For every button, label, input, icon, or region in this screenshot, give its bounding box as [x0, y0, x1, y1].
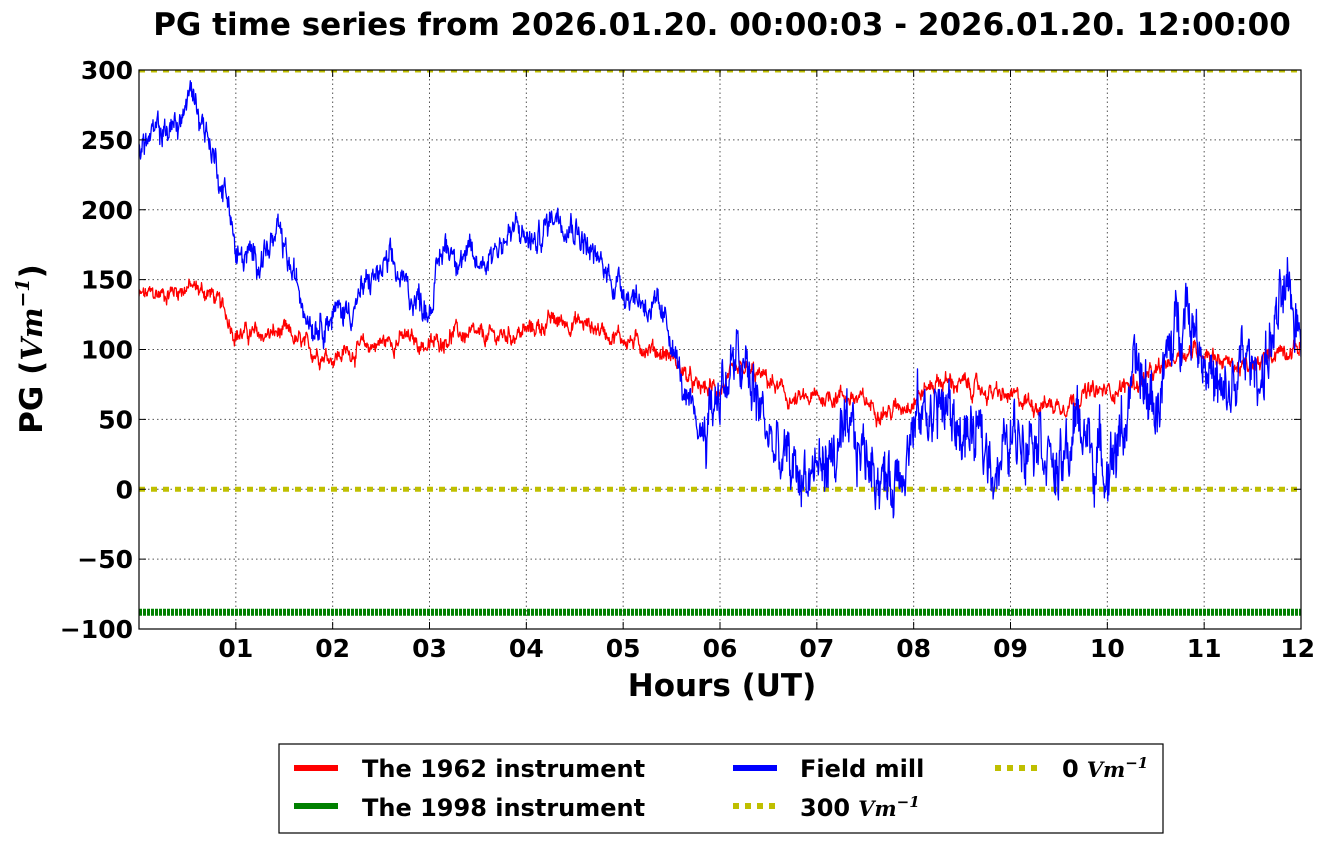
- y-axis: 300 250 200 150 100 50 0 −50 −100: [60, 56, 1301, 644]
- legend-item-field-mill: Field mill: [733, 755, 924, 783]
- series-layer: [139, 70, 1301, 616]
- y-axis-label-suffix: ): [14, 264, 50, 278]
- x-tick-label: 05: [606, 634, 641, 663]
- x-tick-label: 03: [412, 634, 447, 663]
- y-axis-label-prefix: PG (: [14, 361, 50, 434]
- x-tick-label: 11: [1187, 634, 1222, 663]
- legend-label-1962: The 1962 instrument: [362, 755, 645, 783]
- y-tick-label: 50: [98, 405, 133, 434]
- y-tick-label: −100: [60, 615, 133, 644]
- legend-label-0: 0 Vm−1: [1062, 754, 1148, 783]
- legend-box: [278, 743, 1164, 834]
- series-the-1962-instrument: [139, 278, 1301, 428]
- x-tick-label: 09: [993, 634, 1028, 663]
- y-tick-label: 300: [81, 56, 133, 85]
- y-axis-label: PG (Vm−1): [12, 264, 50, 434]
- y-tick-label: 200: [81, 196, 133, 225]
- x-tick-label: 02: [315, 634, 350, 663]
- legend-item-1998: The 1998 instrument: [294, 794, 645, 822]
- x-tick-label: 10: [1090, 634, 1125, 663]
- legend-label-300: 300 Vm−1: [800, 793, 920, 822]
- chart-title: PG time series from 2026.01.20. 00:00:03…: [153, 7, 1291, 43]
- x-tick-label: 01: [218, 634, 253, 663]
- y-tick-label: 150: [81, 266, 133, 295]
- x-tick-label: 06: [703, 634, 738, 663]
- y-tick-label: 100: [81, 336, 133, 365]
- y-tick-label: −50: [77, 545, 133, 574]
- y-axis-label-unit: Vm: [15, 307, 49, 360]
- legend-item-1962: The 1962 instrument: [294, 755, 645, 783]
- x-tick-label: 08: [896, 634, 931, 663]
- x-axis-label: Hours (UT): [628, 668, 817, 704]
- y-tick-label: 0: [116, 475, 133, 504]
- legend-item-300: 300 Vm−1: [733, 793, 920, 822]
- legend-label-field-mill: Field mill: [800, 755, 924, 783]
- x-tick-label: 04: [509, 634, 544, 663]
- legend-item-0: 0 Vm−1: [995, 754, 1148, 783]
- x-tick-label: 07: [799, 634, 834, 663]
- legend: The 1962 instrument The 1998 instrument …: [278, 743, 1164, 834]
- x-axis: 01 02 03 04 05 06 07 08 09 10 11 12: [218, 70, 1315, 663]
- series-field-mill: [139, 80, 1301, 519]
- x-tick-label: 12: [1280, 634, 1315, 663]
- plot-area: [138, 69, 1302, 630]
- y-tick-label: 250: [81, 126, 133, 155]
- y-axis-label-exp: −1: [12, 278, 34, 307]
- legend-label-1998: The 1998 instrument: [362, 794, 645, 822]
